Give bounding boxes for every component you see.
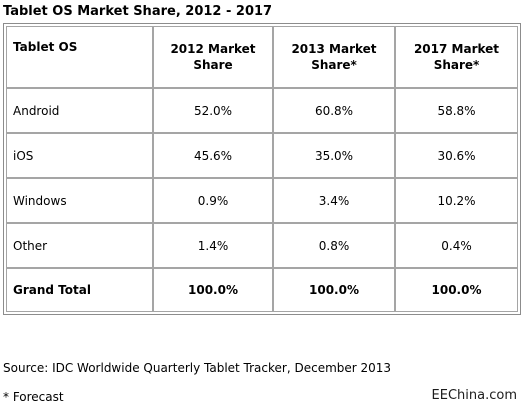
- column-header: Tablet OS: [6, 26, 153, 88]
- header-row: Tablet OS 2012 Market Share 2013 Market …: [6, 26, 518, 88]
- column-header: 2013 Market Share*: [273, 26, 395, 88]
- table-cell: 45.6%: [153, 133, 273, 178]
- table-cell: 0.9%: [153, 178, 273, 223]
- table-cell: 1.4%: [153, 223, 273, 268]
- table-cell: 30.6%: [395, 133, 518, 178]
- source-note: Source: IDC Worldwide Quarterly Tablet T…: [3, 361, 392, 375]
- table-cell: 100.0%: [153, 268, 273, 312]
- grand-total-row: Grand Total 100.0% 100.0% 100.0%: [6, 268, 518, 312]
- table-cell: 3.4%: [273, 178, 395, 223]
- table-cell: 10.2%: [395, 178, 518, 223]
- table-cell: 58.8%: [395, 88, 518, 133]
- table-cell-os: Windows: [6, 178, 153, 223]
- table-row: Other 1.4% 0.8% 0.4%: [6, 223, 518, 268]
- table-cell: 100.0%: [395, 268, 518, 312]
- table-cell: 0.8%: [273, 223, 395, 268]
- table-cell: 60.8%: [273, 88, 395, 133]
- table-cell-os: Other: [6, 223, 153, 268]
- market-share-table-frame: Tablet OS 2012 Market Share 2013 Market …: [3, 23, 521, 315]
- market-share-table: Tablet OS 2012 Market Share 2013 Market …: [6, 26, 518, 312]
- forecast-footnote: * Forecast: [3, 390, 64, 404]
- table-cell-os: Android: [6, 88, 153, 133]
- column-header: 2017 Market Share*: [395, 26, 518, 88]
- table-cell-os: iOS: [6, 133, 153, 178]
- table-cell: 0.4%: [395, 223, 518, 268]
- column-header: 2012 Market Share: [153, 26, 273, 88]
- table-cell-os: Grand Total: [6, 268, 153, 312]
- table-row: Windows 0.9% 3.4% 10.2%: [6, 178, 518, 223]
- table-cell: 35.0%: [273, 133, 395, 178]
- table-cell: 52.0%: [153, 88, 273, 133]
- table-row: iOS 45.6% 35.0% 30.6%: [6, 133, 518, 178]
- site-watermark: EEChina.com: [431, 388, 517, 403]
- table-row: Android 52.0% 60.8% 58.8%: [6, 88, 518, 133]
- table-title: Tablet OS Market Share, 2012 - 2017: [3, 4, 273, 19]
- table-cell: 100.0%: [273, 268, 395, 312]
